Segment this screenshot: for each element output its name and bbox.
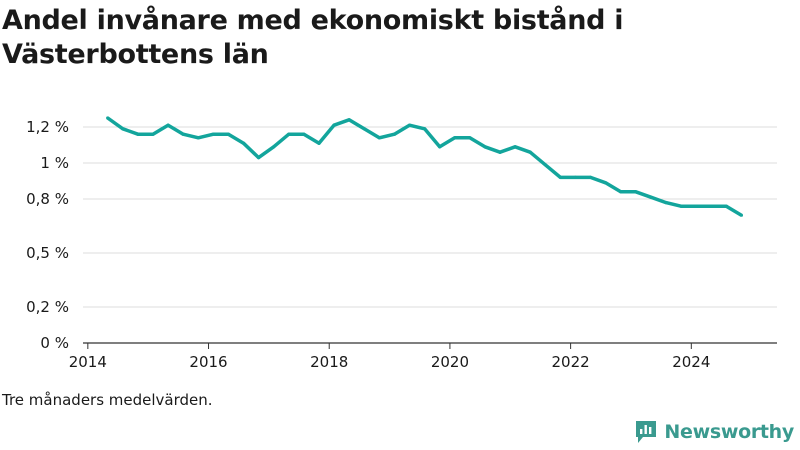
data-point <box>332 123 336 127</box>
data-point <box>392 132 396 136</box>
data-point <box>317 141 321 145</box>
data-point <box>694 204 698 208</box>
data-point <box>528 150 532 154</box>
data-point <box>272 145 276 149</box>
x-tick-label: 2018 <box>310 353 348 371</box>
data-point <box>664 201 668 205</box>
y-axis-tick-labels: 0 % 0,2 % 0,5 % 0,8 % 1 % 1,2 % <box>26 118 69 352</box>
data-point <box>604 181 608 185</box>
data-point <box>498 150 502 154</box>
data-point <box>121 127 125 131</box>
series-line <box>106 116 743 217</box>
data-point <box>513 145 517 149</box>
x-tick-label: 2016 <box>189 353 227 371</box>
data-point <box>724 204 728 208</box>
data-point <box>136 132 140 136</box>
y-tick-label: 0,5 % <box>26 244 69 262</box>
y-tick-label: 1 % <box>40 154 69 172</box>
y-tick-label: 1,2 % <box>26 118 69 136</box>
x-axis <box>83 342 777 349</box>
data-point <box>377 136 381 140</box>
data-point <box>709 204 713 208</box>
data-point <box>407 123 412 127</box>
chart-title: Andel invånare med ekonomiskt bistånd i … <box>2 5 624 70</box>
data-point <box>181 132 185 136</box>
y-tick-label: 0,2 % <box>26 298 69 316</box>
data-point <box>287 132 291 136</box>
data-point <box>257 156 261 160</box>
y-tick-label: 0 % <box>40 334 69 352</box>
x-tick-label: 2022 <box>552 353 590 371</box>
newsworthy-logo-icon <box>636 421 657 443</box>
data-point <box>362 127 366 131</box>
data-point <box>211 132 215 136</box>
x-axis-tick-labels: 2014 2016 2018 2020 2022 2024 <box>69 353 711 371</box>
data-point <box>634 190 638 194</box>
data-point <box>241 141 246 145</box>
data-point <box>196 136 200 140</box>
brand-logo[interactable]: Newsworthy <box>634 419 794 445</box>
data-point <box>423 127 427 131</box>
data-point <box>438 145 442 149</box>
brand-name: Newsworthy <box>664 421 794 443</box>
data-point <box>573 175 578 179</box>
line-chart: 0 %0,2 %0,5 %0,8 %1 %1,2 % 2014 2016 2018 2… <box>26 116 777 371</box>
data-point <box>166 123 170 127</box>
data-point <box>679 204 683 208</box>
data-point <box>543 163 547 167</box>
data-point <box>468 136 472 140</box>
data-point <box>649 195 653 199</box>
data-point <box>226 132 230 136</box>
data-point <box>619 190 623 194</box>
x-tick-label: 2024 <box>672 353 710 371</box>
data-point <box>151 132 155 136</box>
data-point <box>347 118 351 122</box>
data-point <box>453 136 457 140</box>
data-point <box>558 175 563 179</box>
x-tick-label: 2020 <box>431 353 469 371</box>
y-tick-label: 0,8 % <box>26 190 69 208</box>
series-layer <box>106 116 744 217</box>
data-point <box>302 132 306 136</box>
data-point <box>483 145 487 149</box>
x-tick-label: 2014 <box>69 353 107 371</box>
data-point <box>106 116 110 120</box>
data-point <box>588 175 593 179</box>
data-point <box>739 213 744 217</box>
grid-lines <box>83 126 777 308</box>
chart-note: Tre månaders medelvärden. <box>2 391 213 409</box>
